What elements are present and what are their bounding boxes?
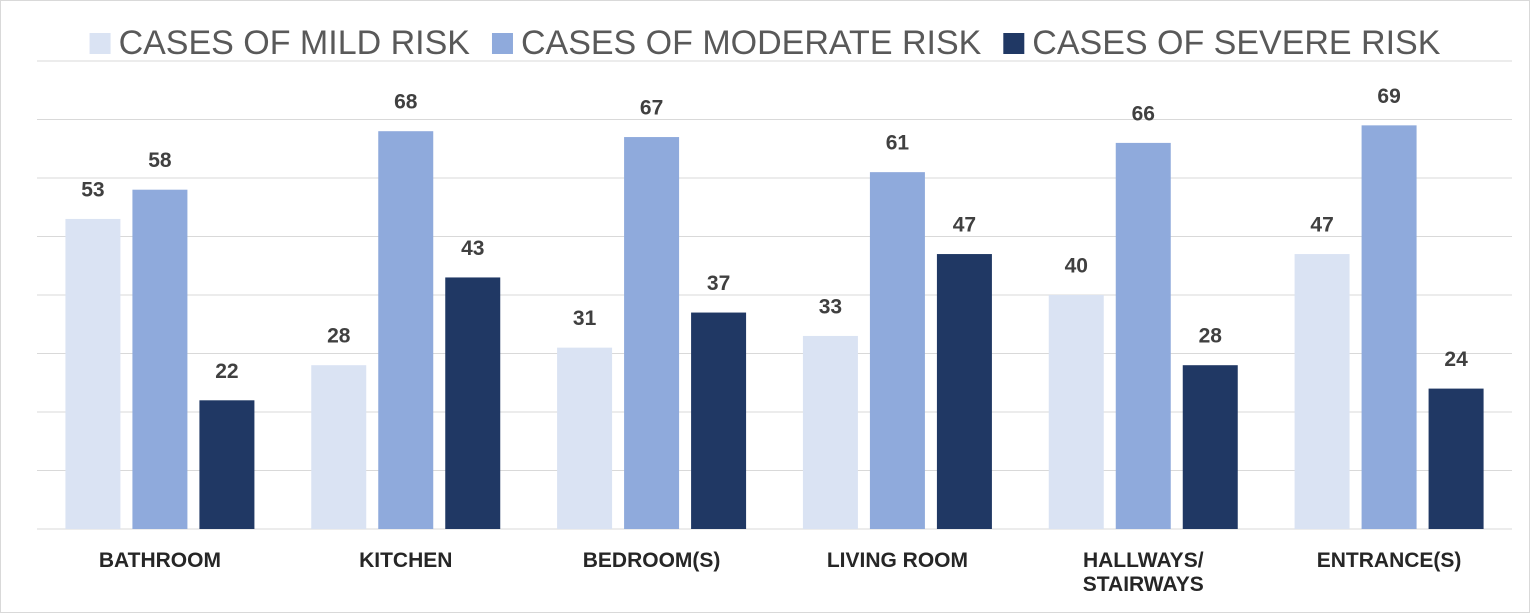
bar [1428,388,1484,529]
bar [311,365,367,529]
data-label: 28 [327,325,351,348]
legend-swatch [89,33,111,54]
legend-label: CASES OF SEVERE RISK [1032,24,1440,62]
x-tick-label: HALLWAYS/ STAIRWAYS [1082,549,1204,596]
x-tick-label: ENTRANCE(S) [1316,549,1462,572]
x-tick-label: KITCHEN [359,549,453,572]
data-label: 53 [81,178,104,201]
data-label: 61 [886,132,910,155]
data-label: 68 [394,91,418,114]
bar [1182,365,1238,529]
data-label: 47 [1310,214,1333,237]
legend-label: CASES OF MILD RISK [119,24,471,62]
bar [557,347,613,529]
bar [1294,254,1350,530]
data-label: 28 [1199,325,1223,348]
data-label: 33 [819,295,842,318]
legend-swatch [1003,33,1025,54]
legend-swatch [491,33,513,54]
legend-label: CASES OF MODERATE RISK [521,24,982,62]
bar [1361,125,1417,529]
x-tick-label: BATHROOM [98,549,221,572]
data-label: 40 [1065,255,1088,278]
bar [378,131,434,529]
data-label: 47 [953,214,976,237]
bar [624,137,680,530]
x-tick-label: BEDROOM(S) [582,549,721,572]
bar [1048,295,1104,529]
x-tick-label: LIVING ROOM [826,549,968,572]
bar [869,172,925,529]
bar [65,218,121,529]
bar [1115,142,1171,529]
data-label: 69 [1377,85,1400,108]
data-label: 22 [215,360,238,383]
bar [691,312,747,529]
bar [445,277,501,529]
data-label: 31 [573,307,597,330]
data-label: 58 [148,149,172,172]
bar [936,254,992,530]
bar [132,189,188,529]
bar [199,400,255,529]
data-label: 66 [1132,102,1155,125]
data-label: 24 [1444,348,1468,371]
data-label: 43 [461,237,484,260]
bar [802,335,858,529]
data-label: 37 [707,272,730,295]
data-label: 67 [640,97,663,120]
